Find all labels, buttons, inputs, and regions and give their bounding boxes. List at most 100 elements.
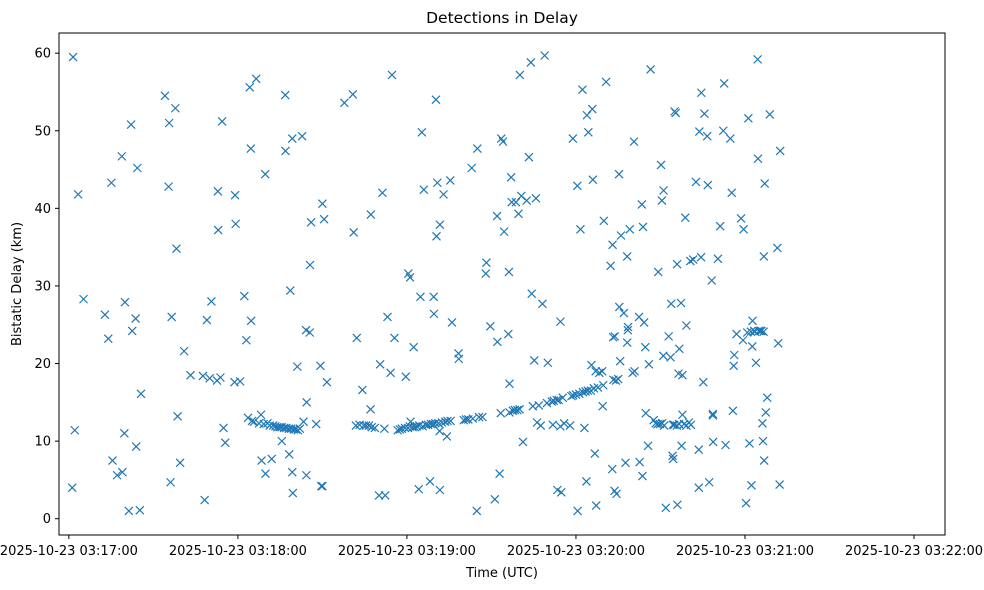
data-point-marker (598, 401, 608, 411)
data-point-marker (588, 175, 598, 185)
data-point-marker (678, 410, 687, 420)
chart-title: Detections in Delay (426, 9, 578, 27)
data-point-marker (739, 224, 748, 234)
data-point-marker (552, 395, 562, 405)
data-point-marker (446, 416, 456, 426)
data-point-marker (395, 425, 405, 434)
data-point-marker (729, 361, 739, 371)
data-point-marker (629, 137, 639, 147)
data-point-marker (743, 113, 753, 123)
data-point-marker (124, 506, 134, 516)
data-point-marker (241, 335, 251, 345)
plot-frame (58, 32, 946, 536)
data-point-marker (556, 317, 565, 327)
data-point-marker (597, 366, 607, 376)
data-point-marker (742, 328, 752, 337)
data-point-marker (666, 299, 676, 309)
data-point-marker (738, 335, 748, 345)
data-point-marker (103, 334, 113, 344)
data-point-marker (608, 240, 617, 250)
data-point-marker (301, 470, 311, 480)
data-point-marker (348, 89, 358, 99)
data-point-marker (775, 480, 785, 489)
data-point-marker (437, 418, 447, 427)
data-point-marker (481, 269, 491, 278)
data-point-marker (571, 390, 581, 399)
data-point-marker (434, 418, 443, 428)
data-point-marker (745, 439, 754, 448)
data-point-marker (707, 276, 717, 285)
data-point-marker (120, 297, 130, 307)
data-point-marker (659, 186, 668, 195)
data-point-marker (729, 350, 739, 360)
data-point-marker (614, 302, 624, 312)
data-point-marker (492, 211, 502, 221)
data-point-marker (686, 420, 696, 430)
data-point-marker (638, 471, 647, 481)
data-point-marker (429, 292, 439, 302)
y-tick-label: 10 (34, 435, 51, 450)
y-tick-label: 20 (34, 357, 51, 372)
x-axis-label: Time (UTC) (465, 566, 538, 581)
data-point-marker (435, 485, 445, 495)
data-point-marker (67, 483, 77, 493)
data-point-marker (623, 322, 633, 332)
data-point-marker (644, 359, 654, 369)
data-point-marker (317, 199, 327, 209)
data-point-marker (213, 186, 223, 196)
data-point-marker (608, 332, 618, 342)
data-point-marker (543, 358, 553, 368)
data-point-marker (380, 491, 390, 500)
data-point-marker (691, 177, 701, 187)
data-point-marker (220, 438, 230, 448)
data-point-marker (694, 483, 704, 493)
data-point-marker (260, 169, 270, 179)
data-point-marker (164, 118, 174, 128)
data-point-marker (503, 329, 513, 339)
y-tick-label: 60 (34, 47, 51, 62)
data-point-marker (747, 480, 756, 490)
data-point-marker (514, 209, 523, 219)
data-point-marker (302, 397, 312, 407)
data-point-marker (583, 127, 593, 137)
data-point-marker (256, 410, 266, 420)
data-point-marker (251, 74, 261, 84)
data-point-marker (405, 272, 415, 282)
x-tick-label: 2025-10-23 03:21:00 (676, 544, 814, 559)
data-point-marker (606, 261, 616, 271)
data-point-marker (499, 227, 509, 237)
data-point-marker (317, 481, 327, 491)
data-point-marker (534, 401, 544, 410)
data-point-marker (170, 103, 180, 113)
data-point-marker (759, 327, 768, 337)
data-point-marker (540, 51, 550, 60)
data-point-marker (454, 354, 464, 364)
data-point-marker (284, 449, 294, 459)
data-point-marker (186, 370, 195, 380)
data-point-marker (542, 398, 552, 408)
data-point-marker (659, 421, 669, 431)
data-point-marker (230, 190, 240, 200)
data-point-marker (175, 458, 185, 468)
data-point-marker (699, 109, 709, 119)
data-point-marker (753, 154, 763, 164)
data-point-marker (383, 312, 392, 322)
data-point-marker (73, 189, 83, 199)
data-point-marker (311, 419, 321, 429)
data-point-marker (160, 91, 170, 101)
data-point-marker (305, 260, 315, 270)
data-point-marker (641, 408, 651, 418)
data-point-marker (261, 469, 270, 479)
data-point-marker (370, 423, 380, 433)
data-point-marker (635, 457, 645, 467)
data-point-marker (295, 424, 305, 434)
data-point-marker (377, 188, 387, 198)
data-point-marker (126, 120, 136, 129)
data-point-marker (671, 108, 681, 118)
data-point-marker (572, 181, 582, 191)
data-point-marker (527, 289, 537, 299)
data-point-marker (467, 163, 477, 173)
data-point-marker (538, 299, 547, 309)
data-point-marker (661, 503, 671, 513)
data-point-marker (526, 58, 536, 67)
